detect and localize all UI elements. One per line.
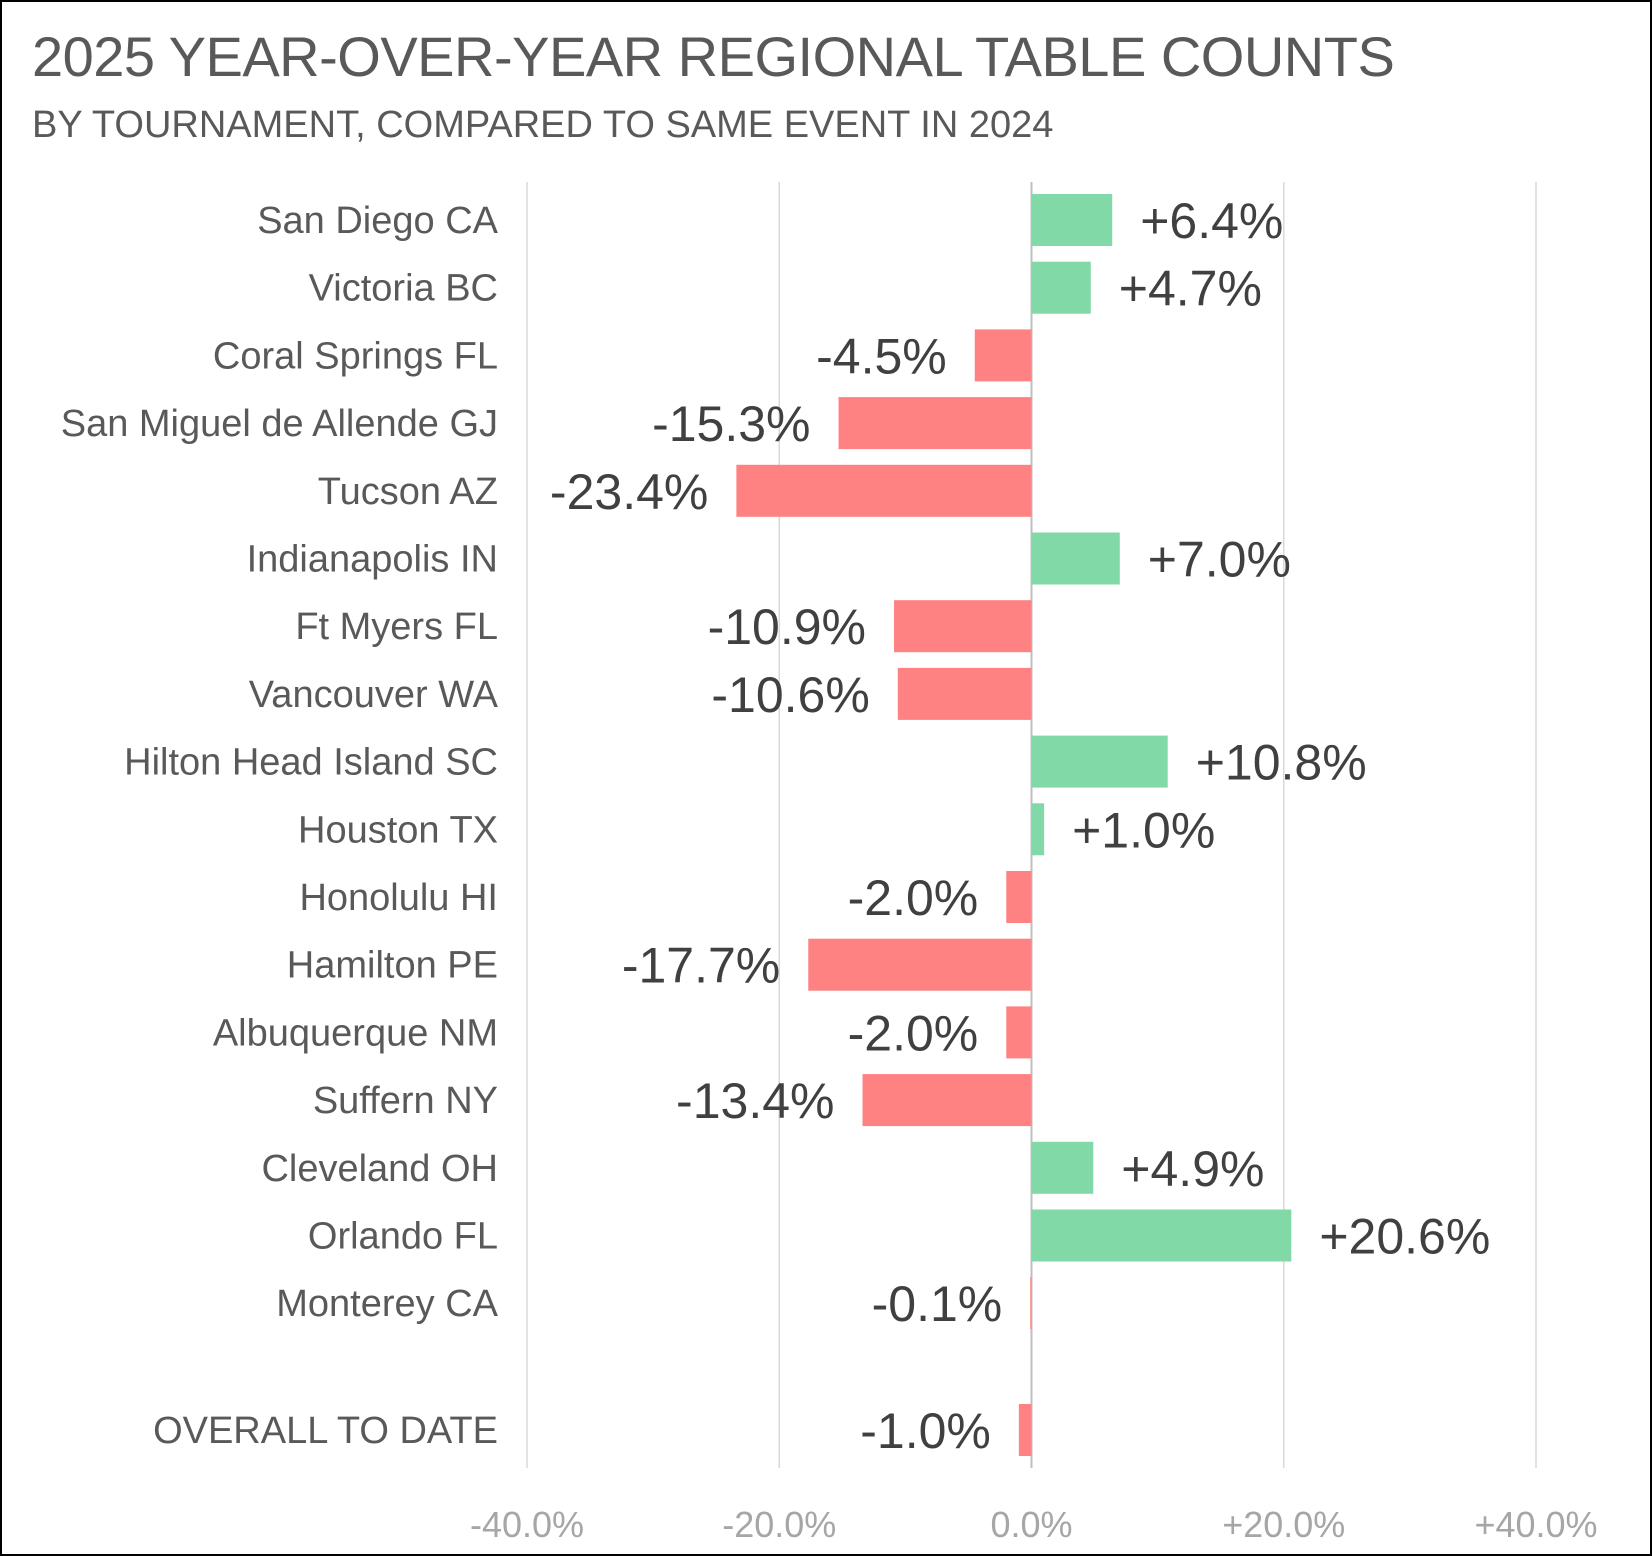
- category-label: Ft Myers FL: [295, 606, 498, 648]
- bar: [974, 329, 1032, 382]
- bar: [736, 464, 1032, 517]
- bar: [1006, 871, 1032, 923]
- x-tick-label: +40.0%: [1474, 1504, 1597, 1545]
- data-label: -2.0%: [848, 1005, 979, 1061]
- x-tick-label: +20.0%: [1222, 1504, 1345, 1545]
- category-label: Victoria BC: [309, 268, 498, 310]
- bar: [838, 397, 1032, 450]
- data-label: +20.6%: [1319, 1209, 1490, 1265]
- bar: [1031, 735, 1168, 788]
- data-label: -23.4%: [550, 464, 708, 520]
- bar: [1018, 1404, 1032, 1456]
- category-label: Coral Springs FL: [213, 335, 498, 377]
- category-label: Monterey CA: [276, 1283, 498, 1325]
- category-label: Vancouver WA: [249, 674, 499, 716]
- category-label: Suffern NY: [313, 1080, 498, 1122]
- category-label: Orlando FL: [308, 1216, 498, 1258]
- bar: [1031, 1141, 1094, 1194]
- category-label: Indianapolis IN: [247, 539, 498, 581]
- data-label: -15.3%: [652, 396, 810, 452]
- bar: [1006, 1006, 1032, 1059]
- x-tick-label: -40.0%: [470, 1504, 584, 1545]
- category-label: Albuquerque NM: [213, 1012, 498, 1054]
- x-tick-label: 0.0%: [990, 1504, 1072, 1545]
- data-label: -2.0%: [848, 870, 979, 926]
- bar: [808, 938, 1032, 991]
- category-label: Tucson AZ: [318, 471, 498, 513]
- bar: [1031, 1209, 1292, 1262]
- data-label: +7.0%: [1148, 532, 1291, 588]
- category-label: Honolulu HI: [299, 877, 498, 919]
- data-label: +4.9%: [1121, 1141, 1264, 1197]
- bar: [1031, 261, 1091, 314]
- data-label: +4.7%: [1119, 261, 1262, 317]
- data-label: -10.9%: [708, 599, 866, 655]
- category-label: Hamilton PE: [287, 945, 498, 987]
- category-label: Cleveland OH: [261, 1148, 498, 1190]
- x-tick-label: -20.0%: [722, 1504, 836, 1545]
- bar: [862, 1074, 1032, 1127]
- chart-title: 2025 YEAR-OVER-YEAR REGIONAL TABLE COUNT…: [32, 25, 1395, 88]
- data-label: +1.0%: [1072, 802, 1215, 858]
- data-label: -0.1%: [872, 1276, 1003, 1332]
- bar: [1031, 803, 1045, 856]
- data-label: -1.0%: [860, 1403, 991, 1459]
- category-label: San Miguel de Allende GJ: [61, 403, 498, 445]
- bar: [1031, 194, 1113, 246]
- data-label: -4.5%: [816, 328, 947, 384]
- data-label: -13.4%: [676, 1073, 834, 1129]
- data-label: -10.6%: [711, 667, 869, 723]
- bar: [1031, 532, 1120, 585]
- data-label: +6.4%: [1140, 193, 1283, 249]
- chart-subtitle: BY TOURNAMENT, COMPARED TO SAME EVENT IN…: [32, 104, 1054, 146]
- overall-category-label: OVERALL TO DATE: [153, 1410, 498, 1452]
- category-label: San Diego CA: [257, 200, 498, 242]
- data-label: -17.7%: [622, 938, 780, 994]
- data-label: +10.8%: [1196, 735, 1367, 791]
- bar: [897, 667, 1032, 720]
- category-label: Hilton Head Island SC: [124, 742, 498, 784]
- category-label: Houston TX: [298, 809, 498, 851]
- bar: [894, 600, 1032, 653]
- bar: [1030, 1277, 1032, 1330]
